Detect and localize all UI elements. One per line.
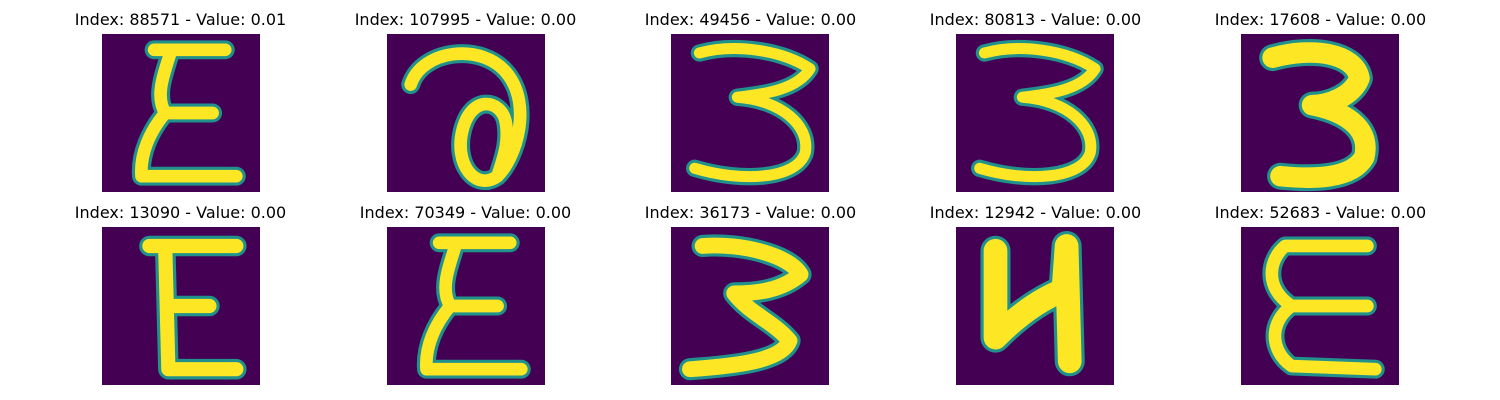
glyph-image (387, 34, 545, 192)
glyph-stroke (135, 43, 243, 183)
glyph-stroke (1262, 42, 1376, 188)
glyph-stroke (689, 43, 816, 183)
image-panel: Index: 13090 - Value: 0.00 (38, 193, 323, 385)
panel-title: Index: 88571 - Value: 0.01 (74, 10, 287, 29)
glyph-stroke (682, 237, 809, 378)
glyph-image (102, 34, 260, 192)
panel-title: Index: 80813 - Value: 0.00 (929, 10, 1142, 29)
panel-title: Index: 52683 - Value: 0.00 (1214, 203, 1427, 222)
glyph-image (671, 227, 829, 385)
glyph-stroke (1265, 239, 1382, 376)
image-panel: Index: 12942 - Value: 0.00 (893, 193, 1178, 385)
glyph-image (671, 34, 829, 192)
glyph-image (956, 34, 1114, 192)
glyph-drawing (956, 227, 1114, 385)
panel-title: Index: 12942 - Value: 0.00 (929, 203, 1142, 222)
image-panel: Index: 70349 - Value: 0.00 (323, 193, 608, 385)
image-panel: Index: 36173 - Value: 0.00 (608, 193, 893, 385)
image-panel: Index: 17608 - Value: 0.00 (1178, 0, 1463, 192)
glyph-drawing (102, 34, 260, 192)
glyph-drawing (1241, 34, 1399, 192)
panel-title: Index: 107995 - Value: 0.00 (354, 10, 577, 29)
panel-title: Index: 36173 - Value: 0.00 (644, 203, 857, 222)
glyph-stroke (404, 47, 527, 187)
glyph-image (102, 227, 260, 385)
glyph-image (1241, 34, 1399, 192)
glyph-drawing (387, 227, 545, 385)
image-panel: Index: 52683 - Value: 0.00 (1178, 193, 1463, 385)
glyph-image (1241, 227, 1399, 385)
image-panel: Index: 107995 - Value: 0.00 (323, 0, 608, 192)
glyph-drawing (387, 34, 545, 192)
glyph-drawing (1241, 227, 1399, 385)
glyph-stroke (974, 43, 1101, 183)
panel-title: Index: 70349 - Value: 0.00 (359, 203, 572, 222)
glyph-drawing (102, 227, 260, 385)
glyph-drawing (671, 34, 829, 192)
glyph-drawing (956, 34, 1114, 192)
panel-title: Index: 17608 - Value: 0.00 (1214, 10, 1427, 29)
glyph-stroke (983, 234, 1082, 374)
image-panel: Index: 49456 - Value: 0.00 (608, 0, 893, 192)
glyph-stroke (142, 238, 244, 377)
glyph-stroke (420, 236, 528, 376)
panel-title: Index: 49456 - Value: 0.00 (644, 10, 857, 29)
panel-title: Index: 13090 - Value: 0.00 (74, 203, 287, 222)
image-panel: Index: 88571 - Value: 0.01 (38, 0, 323, 192)
image-panel: Index: 80813 - Value: 0.00 (893, 0, 1178, 192)
glyph-image (956, 227, 1114, 385)
glyph-image (387, 227, 545, 385)
glyph-drawing (671, 227, 829, 385)
